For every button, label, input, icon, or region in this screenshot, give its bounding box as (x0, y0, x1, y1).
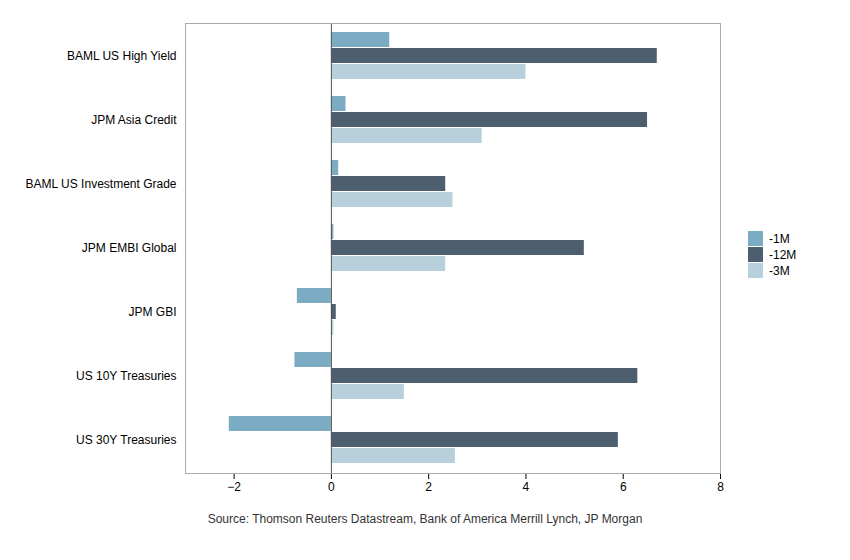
svg-text:−2: −2 (227, 480, 241, 494)
html-text:-1M: -1M (769, 231, 790, 246)
svg-text:0: 0 (328, 480, 335, 494)
html-text:-12M: -12M (769, 247, 797, 262)
html-text:Source: Thomson Reuters Datast: Source: Thomson Reuters Datastream, Bank… (207, 512, 643, 526)
svg-text:2: 2 (425, 480, 432, 494)
svg-text:US 30Y Treasuries: US 30Y Treasuries (76, 433, 177, 447)
svg-text:BAML US Investment Grade: BAML US Investment Grade (26, 177, 177, 191)
svg-text:BAML US High Yield: BAML US High Yield (67, 49, 177, 63)
svg-text:8: 8 (717, 480, 724, 494)
svg-text:4: 4 (523, 480, 530, 494)
svg-text:US 10Y Treasuries: US 10Y Treasuries (76, 369, 177, 383)
svg-text:6: 6 (620, 480, 627, 494)
svg-text:JPM GBI: JPM GBI (128, 305, 176, 319)
svg-text:JPM Asia Credit: JPM Asia Credit (91, 113, 177, 127)
html-text:-3M: -3M (769, 263, 790, 278)
svg-text:JPM EMBI Global: JPM EMBI Global (82, 241, 177, 255)
